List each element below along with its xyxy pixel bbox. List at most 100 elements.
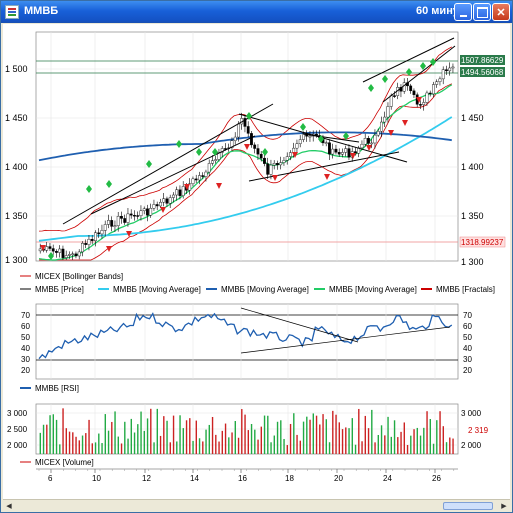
candle-body <box>87 238 91 245</box>
price-panel[interactable]: 1 500 1 450 1 400 1 350 1 300 1 450 1 40… <box>5 31 506 267</box>
volume-bar <box>445 442 448 454</box>
candle-body <box>100 230 104 235</box>
candle-body <box>276 163 279 166</box>
fractal-up-marker <box>382 75 388 83</box>
scroll-thumb[interactable] <box>443 502 493 510</box>
volume-bar <box>254 429 256 454</box>
x-tick-label: 20 <box>334 474 343 483</box>
volume-bar <box>299 440 301 454</box>
candle-body <box>246 126 250 134</box>
candle-body <box>51 248 55 252</box>
volume-bar <box>260 426 262 454</box>
candle-body <box>64 255 68 258</box>
fractal-up-marker <box>176 140 182 148</box>
candle-body <box>97 232 101 235</box>
legend-ma-mid: ММВБ [Moving Average] <box>113 285 201 294</box>
legend-fractals: ММВБ [Fractals] <box>436 285 495 294</box>
volume-bar <box>403 422 405 454</box>
candle-body <box>337 152 341 155</box>
candle-body <box>354 151 357 154</box>
candle-body <box>243 118 247 127</box>
volume-bar <box>104 414 106 454</box>
volume-bar <box>198 438 201 454</box>
rsi-tick-right: 70 <box>463 311 472 320</box>
candle-body <box>441 69 445 80</box>
volume-bar <box>289 423 292 454</box>
candle-body <box>328 142 331 155</box>
candle-body <box>308 135 312 138</box>
candle-body <box>409 85 413 92</box>
fractal-up-marker <box>343 132 349 140</box>
volume-bar <box>228 437 230 454</box>
candle-body <box>120 216 123 219</box>
candle-body <box>266 163 270 175</box>
fractal-down-marker <box>388 130 394 136</box>
horizontal-scrollbar[interactable]: ◀ ▶ <box>3 499 510 511</box>
scroll-left-arrow-icon[interactable]: ◀ <box>6 503 12 510</box>
volume-bar <box>338 422 340 454</box>
volume-bar <box>39 432 41 454</box>
volume-bar <box>371 409 373 454</box>
volume-bar <box>166 420 168 454</box>
volume-bar <box>273 435 275 454</box>
candle-body <box>370 142 374 145</box>
volume-bar <box>241 409 243 454</box>
price-label-support-text: 1318.99237 <box>461 238 504 247</box>
price-tick-right: 1 450 <box>461 113 484 123</box>
price-tick: 1 450 <box>5 113 28 123</box>
price-label-upper-text: 1507.86629 <box>461 56 504 65</box>
maximize-button[interactable] <box>473 3 491 21</box>
volume-bar <box>361 441 363 454</box>
candle-body <box>432 84 435 95</box>
fractal-up-marker <box>300 123 306 131</box>
rsi-panel[interactable]: 70 60 50 40 30 20 70 60 50 40 30 20 ММВБ… <box>20 303 472 393</box>
volume-bar <box>332 410 334 454</box>
candle-body <box>129 213 133 216</box>
fractal-up-marker <box>430 58 436 66</box>
candle-body <box>90 238 94 241</box>
volume-bar <box>374 442 376 454</box>
chart-canvas[interactable]: 1 500 1 450 1 400 1 350 1 300 1 450 1 40… <box>3 24 510 499</box>
candle-body <box>81 243 84 253</box>
candle-body <box>71 253 75 256</box>
volume-bar <box>59 444 61 454</box>
volume-bar <box>452 438 454 454</box>
chart-app-icon <box>5 5 19 19</box>
volume-bar <box>202 441 204 454</box>
candle-body <box>428 92 432 95</box>
fractal-down-marker <box>324 174 330 180</box>
chart-area[interactable]: 1 500 1 450 1 400 1 350 1 300 1 450 1 40… <box>3 24 510 499</box>
volume-bar <box>179 415 181 454</box>
title-bar[interactable]: ММВБ 60 минут ✕ <box>1 1 512 23</box>
volume-bar <box>267 415 269 454</box>
candle-body <box>256 148 260 155</box>
volume-bar <box>94 442 97 454</box>
volume-bar <box>120 443 123 454</box>
close-button[interactable]: ✕ <box>492 3 510 21</box>
trendline <box>362 37 455 83</box>
candle-body <box>292 147 296 153</box>
volume-tick: 2 500 <box>7 425 28 434</box>
scroll-right-arrow-icon[interactable]: ▶ <box>501 503 507 510</box>
candle-body <box>402 82 406 92</box>
candle-body <box>159 201 162 207</box>
candle-body <box>383 116 387 123</box>
candle-body <box>201 175 205 177</box>
volume-bar <box>78 440 80 454</box>
volume-bar <box>163 416 165 454</box>
volume-bar <box>377 434 379 454</box>
candle-body <box>211 160 214 164</box>
candle-body <box>425 92 429 103</box>
rsi-tick-right: 50 <box>463 333 472 342</box>
candle-body <box>191 178 195 184</box>
candle-body <box>68 254 71 256</box>
candle-body <box>107 220 110 225</box>
fractal-up-marker <box>48 252 54 260</box>
candle-body <box>217 152 221 160</box>
fractal-up-marker <box>262 148 268 156</box>
volume-panel[interactable]: 3 000 2 500 2 000 3 000 2 000 2 319 MICE… <box>7 403 489 467</box>
minimize-button[interactable] <box>454 3 472 21</box>
volume-bar <box>130 418 132 454</box>
volume-bar <box>234 421 236 454</box>
